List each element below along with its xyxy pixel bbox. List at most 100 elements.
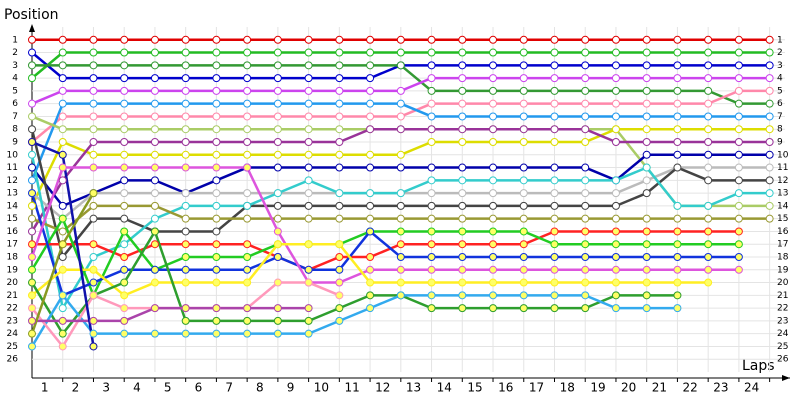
series-marker — [89, 99, 98, 108]
series-marker — [120, 112, 129, 121]
series-marker — [89, 150, 98, 159]
y-tick-label-right: 14 — [777, 201, 789, 211]
series-marker — [150, 35, 159, 44]
series-marker — [734, 138, 743, 146]
series-marker — [489, 253, 498, 261]
series-marker — [28, 227, 36, 236]
series-marker — [150, 163, 159, 172]
series-marker — [458, 253, 467, 261]
series-marker — [181, 278, 190, 287]
series-marker — [673, 265, 682, 274]
series-marker — [150, 214, 159, 223]
series-marker — [673, 48, 682, 57]
series-marker — [304, 214, 313, 223]
series-marker — [734, 265, 743, 274]
series-marker — [366, 35, 375, 44]
series-marker — [734, 253, 743, 261]
series-marker — [765, 214, 774, 223]
series-marker — [519, 265, 528, 274]
series-marker — [642, 240, 651, 249]
series-marker — [427, 189, 436, 198]
series-marker — [304, 48, 313, 57]
series-marker — [181, 74, 190, 83]
series-marker — [120, 163, 129, 172]
series-marker — [581, 227, 590, 236]
series-marker — [396, 125, 405, 134]
series-marker — [611, 138, 620, 146]
y-tick-label: 2 — [12, 48, 18, 58]
series-marker — [89, 138, 98, 146]
y-tick-label-right: 11 — [777, 163, 788, 173]
series-marker — [89, 214, 98, 223]
series-marker — [273, 48, 282, 57]
series-marker — [28, 201, 36, 210]
series-marker — [58, 176, 67, 185]
series-marker — [181, 253, 190, 261]
x-tick-label: 22 — [683, 381, 698, 395]
series-marker — [58, 240, 67, 249]
y-tick-label-right: 24 — [777, 329, 789, 339]
series-marker — [427, 163, 436, 172]
series-marker — [396, 150, 405, 159]
series-line — [30, 228, 678, 336]
series-marker — [427, 35, 436, 44]
series-marker — [489, 265, 498, 274]
series-marker — [212, 304, 221, 313]
series-marker — [642, 278, 651, 287]
series-marker — [611, 201, 620, 210]
series-marker — [550, 61, 559, 70]
series-marker — [642, 189, 651, 198]
series-marker — [181, 189, 190, 198]
x-tick-label: 3 — [102, 381, 110, 395]
series-marker — [734, 125, 743, 134]
series-marker — [519, 48, 528, 57]
series-marker — [273, 304, 282, 313]
y-tick-label: 23 — [7, 316, 18, 326]
series-marker — [550, 291, 559, 300]
series-marker — [489, 74, 498, 83]
series-marker — [304, 265, 313, 274]
series-marker — [519, 291, 528, 300]
series-marker — [89, 329, 98, 338]
series-marker — [89, 278, 98, 287]
series-marker — [273, 201, 282, 210]
series-marker — [458, 163, 467, 172]
series-marker — [273, 125, 282, 134]
series-marker — [458, 265, 467, 274]
y-tick-label: 20 — [7, 278, 19, 288]
series-marker — [458, 99, 467, 108]
series-marker — [335, 86, 344, 95]
series-marker — [89, 48, 98, 57]
series-marker — [273, 163, 282, 172]
series-marker — [458, 74, 467, 83]
y-tick-label-right: 1 — [777, 35, 783, 45]
series-marker — [335, 316, 344, 325]
x-tick-label: 5 — [164, 381, 172, 395]
series-marker — [28, 329, 36, 338]
series-marker — [120, 74, 129, 83]
series-marker — [335, 61, 344, 70]
series-marker — [519, 253, 528, 261]
y-tick-label-right: 20 — [777, 278, 789, 288]
series-marker — [396, 112, 405, 121]
y-tick-label-right: 4 — [777, 74, 783, 84]
series-marker — [427, 74, 436, 83]
series-marker — [396, 214, 405, 223]
series-marker — [427, 99, 436, 108]
series-marker — [642, 214, 651, 223]
series-marker — [427, 227, 436, 236]
series-marker — [396, 48, 405, 57]
series-marker — [550, 112, 559, 121]
series-marker — [642, 138, 651, 146]
series-marker — [550, 35, 559, 44]
series-marker — [673, 304, 682, 313]
series-marker — [489, 35, 498, 44]
series-marker — [704, 112, 713, 121]
series-marker — [120, 61, 129, 70]
x-tick-label: 8 — [256, 381, 264, 395]
y-tick-label: 3 — [12, 61, 18, 71]
series-marker — [519, 163, 528, 172]
series-marker — [150, 48, 159, 57]
series-marker — [765, 201, 774, 210]
series-marker — [58, 48, 67, 57]
